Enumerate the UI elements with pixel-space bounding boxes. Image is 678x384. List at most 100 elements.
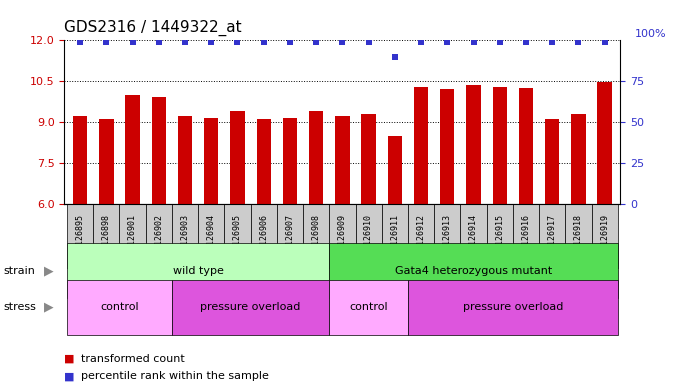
Text: ■: ■	[64, 371, 75, 381]
Text: transformed count: transformed count	[81, 354, 185, 364]
Text: ▶: ▶	[44, 264, 54, 277]
Bar	[335, 116, 350, 204]
Point	[521, 39, 532, 45]
Bar	[178, 116, 193, 204]
Bar	[277, 204, 303, 269]
Bar	[492, 86, 507, 204]
Text: GSM126909: GSM126909	[338, 214, 347, 259]
Bar	[361, 114, 376, 204]
Bar	[519, 88, 533, 204]
Bar	[94, 204, 119, 269]
Bar	[224, 204, 251, 269]
Point	[258, 39, 269, 45]
Point	[206, 39, 217, 45]
Bar	[67, 280, 172, 335]
Point	[363, 39, 374, 45]
Text: percentile rank within the sample: percentile rank within the sample	[81, 371, 269, 381]
Bar	[283, 118, 297, 204]
Point	[232, 39, 243, 45]
Text: GSM126919: GSM126919	[600, 214, 609, 259]
Bar	[466, 85, 481, 204]
Point	[101, 39, 112, 45]
Text: GSM126904: GSM126904	[207, 214, 216, 259]
Text: GSM126915: GSM126915	[495, 214, 504, 259]
Text: GDS2316 / 1449322_at: GDS2316 / 1449322_at	[64, 20, 242, 36]
Bar	[545, 119, 559, 204]
Bar	[355, 204, 382, 269]
Bar	[119, 204, 146, 269]
Bar	[125, 95, 140, 204]
Point	[442, 39, 453, 45]
Bar	[388, 136, 402, 204]
Point	[75, 39, 85, 45]
Bar	[152, 98, 166, 204]
Text: pressure overload: pressure overload	[462, 302, 563, 312]
Text: GSM126903: GSM126903	[180, 214, 190, 259]
Text: GSM126912: GSM126912	[416, 214, 426, 259]
Bar	[382, 204, 408, 269]
Bar	[571, 114, 586, 204]
Bar	[204, 118, 218, 204]
Point	[180, 39, 191, 45]
Point	[389, 53, 400, 60]
Bar	[330, 243, 618, 298]
Bar	[487, 204, 513, 269]
Text: GSM126917: GSM126917	[548, 214, 557, 259]
Text: stress: stress	[3, 302, 36, 312]
Bar	[251, 204, 277, 269]
Text: GSM126911: GSM126911	[391, 214, 399, 259]
Text: wild type: wild type	[173, 266, 224, 276]
Bar	[408, 280, 618, 335]
Bar	[434, 204, 460, 269]
Bar	[565, 204, 591, 269]
Bar	[172, 280, 330, 335]
Bar	[231, 111, 245, 204]
Bar	[303, 204, 330, 269]
Text: GSM126918: GSM126918	[574, 214, 583, 259]
Bar	[67, 204, 94, 269]
Text: ■: ■	[64, 354, 75, 364]
Text: GSM126907: GSM126907	[285, 214, 294, 259]
Point	[468, 39, 479, 45]
Bar	[330, 204, 355, 269]
Point	[494, 39, 505, 45]
Bar	[597, 83, 612, 204]
Text: ▶: ▶	[44, 301, 54, 314]
Bar	[99, 119, 114, 204]
Bar	[198, 204, 224, 269]
Bar	[73, 116, 87, 204]
Text: GSM126913: GSM126913	[443, 214, 452, 259]
Text: pressure overload: pressure overload	[201, 302, 301, 312]
Y-axis label: 100%: 100%	[635, 29, 666, 39]
Bar	[591, 204, 618, 269]
Text: GSM126902: GSM126902	[155, 214, 163, 259]
Bar	[513, 204, 539, 269]
Point	[416, 39, 426, 45]
Bar	[539, 204, 565, 269]
Bar	[146, 204, 172, 269]
Bar	[440, 89, 454, 204]
Point	[127, 39, 138, 45]
Text: Gata4 heterozygous mutant: Gata4 heterozygous mutant	[395, 266, 552, 276]
Text: GSM126906: GSM126906	[259, 214, 268, 259]
Point	[311, 39, 321, 45]
Point	[573, 39, 584, 45]
Bar	[67, 243, 330, 298]
Text: strain: strain	[3, 266, 35, 276]
Point	[546, 39, 557, 45]
Text: GSM126898: GSM126898	[102, 214, 111, 259]
Bar	[330, 280, 408, 335]
Bar	[414, 86, 428, 204]
Bar	[309, 111, 323, 204]
Bar	[460, 204, 487, 269]
Bar	[256, 119, 271, 204]
Point	[153, 39, 164, 45]
Text: control: control	[100, 302, 139, 312]
Text: GSM126916: GSM126916	[521, 214, 530, 259]
Point	[285, 39, 296, 45]
Text: GSM126895: GSM126895	[76, 214, 85, 259]
Bar	[408, 204, 434, 269]
Point	[599, 39, 610, 45]
Text: GSM126905: GSM126905	[233, 214, 242, 259]
Text: GSM126910: GSM126910	[364, 214, 373, 259]
